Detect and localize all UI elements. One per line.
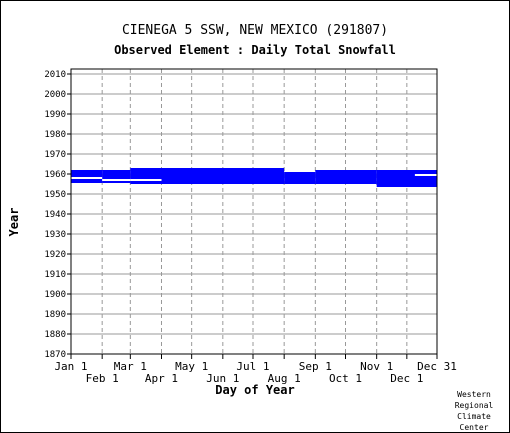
y-axis-label: Year: [7, 207, 21, 237]
x-tick-label: Aug 1: [268, 372, 301, 385]
chart-subtitle: Observed Element : Daily Total Snowfall: [114, 43, 396, 57]
x-tick-label: Sep 1: [299, 360, 332, 373]
data-bar: [102, 170, 131, 183]
x-tick-label: Apr 1: [145, 372, 178, 385]
y-tick-label: 1940: [44, 210, 66, 220]
x-tick-label: Dec 31: [417, 360, 457, 373]
x-tick-label: Nov 1: [360, 360, 393, 373]
y-tick-label: 1990: [44, 110, 66, 120]
credit-text: Western Regional Climate Center: [444, 389, 504, 433]
y-tick-label: 1920: [44, 250, 66, 260]
y-tick-label: 2000: [44, 90, 66, 100]
x-tick-label: Oct 1: [329, 372, 362, 385]
x-tick-label: Jan 1: [54, 360, 87, 373]
data-bar: [315, 170, 377, 184]
x-axis-ticks: Jan 1 Mar 1 May 1 Jul 1 Sep 1 Nov 1 Dec 31 Feb …: [54, 354, 457, 385]
y-tick-label: 1880: [44, 330, 66, 340]
x-axis-label: Day of Year: [215, 383, 295, 397]
plot-area: [70, 68, 438, 355]
credit-line: Climate: [457, 412, 491, 421]
y-tick-label: 1930: [44, 230, 66, 240]
data-gap: [130, 179, 162, 181]
grid-lines: [71, 69, 437, 354]
data-gap: [102, 179, 131, 181]
data-bar: [376, 170, 437, 187]
y-tick-label: 1970: [44, 150, 66, 160]
data-bar: [284, 172, 316, 184]
data-bar: [130, 168, 285, 184]
y-tick-label: 1950: [44, 190, 66, 200]
data-bar: [71, 170, 103, 183]
data-gaps: [71, 174, 437, 181]
chart-title: CIENEGA 5 SSW, NEW MEXICO (291807): [121, 23, 389, 38]
x-tick-label: Mar 1: [114, 360, 147, 373]
credit-line: Western: [457, 390, 491, 399]
credit-line: Center: [459, 423, 489, 432]
credit-line: Regional: [454, 401, 494, 410]
y-tick-label: 1960: [44, 170, 66, 180]
y-tick-label: 1900: [44, 290, 66, 300]
x-tick-label: Feb 1: [86, 372, 119, 385]
y-tick-label: 1870: [44, 350, 66, 360]
data-bars: [71, 168, 437, 187]
y-tick-label: 1890: [44, 310, 66, 320]
y-tick-label: 1980: [44, 130, 66, 140]
y-axis-ticks: 2010 2000 1990 1980 1970 1960 1950 1940 1930 1920…: [44, 70, 71, 360]
x-tick-label: Jun 1: [206, 372, 239, 385]
x-tick-label: Dec 1: [390, 372, 423, 385]
x-tick-label: Jul 1: [236, 360, 269, 373]
data-gap: [71, 177, 103, 179]
data-gap: [414, 174, 437, 176]
x-tick-label: May 1: [175, 360, 208, 373]
y-tick-label: 2010: [44, 70, 66, 80]
y-tick-label: 1910: [44, 270, 66, 280]
